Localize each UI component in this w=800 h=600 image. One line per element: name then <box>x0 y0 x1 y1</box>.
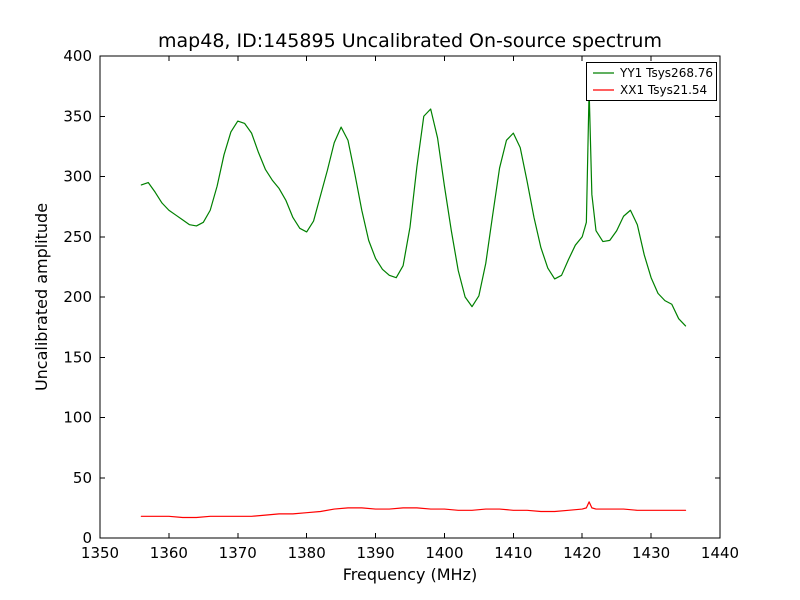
x-tick-label: 1420 <box>563 544 601 562</box>
y-tick-label: 200 <box>63 288 92 306</box>
y-tick-label: 400 <box>63 47 92 65</box>
chart-title: map48, ID:145895 Uncalibrated On-source … <box>158 30 662 52</box>
x-tick-labels: 1350 1360 1370 1380 1390 1400 1410 1420 1430 1440 <box>81 544 739 562</box>
x-tick-label: 1370 <box>219 544 257 562</box>
legend-label-xx1: XX1 Tsys21.54 <box>620 83 707 97</box>
series-line-0 <box>140 89 687 327</box>
x-tick-label: 1430 <box>632 544 670 562</box>
x-tick-label: 1440 <box>701 544 739 562</box>
axis-ticks <box>99 55 721 539</box>
legend: YY1 Tsys268.76 XX1 Tsys21.54 <box>586 62 717 101</box>
y-axis-label: Uncalibrated amplitude <box>32 203 51 391</box>
x-tick-label: 1360 <box>150 544 188 562</box>
legend-label-yy1: YY1 Tsys268.76 <box>619 66 713 80</box>
y-tick-label: 50 <box>73 469 92 487</box>
y-tick-label: 250 <box>63 228 92 246</box>
plot-frame <box>99 55 721 539</box>
y-tick-labels: 0 50 100 150 200 250 300 350 400 <box>63 47 92 547</box>
x-axis-label: Frequency (MHz) <box>343 565 477 584</box>
x-tick-label: 1380 <box>288 544 326 562</box>
y-tick-label: 150 <box>63 348 92 366</box>
y-tick-label: 0 <box>82 529 92 547</box>
series-line-1 <box>140 501 687 519</box>
x-tick-label: 1350 <box>81 544 119 562</box>
legend-box <box>586 62 717 101</box>
x-tick-label: 1410 <box>494 544 532 562</box>
series-lines <box>140 89 687 519</box>
y-tick-label: 300 <box>63 168 92 186</box>
y-tick-label: 100 <box>63 409 92 427</box>
y-tick-label: 350 <box>63 107 92 125</box>
x-tick-label: 1390 <box>356 544 394 562</box>
x-tick-label: 1400 <box>425 544 463 562</box>
